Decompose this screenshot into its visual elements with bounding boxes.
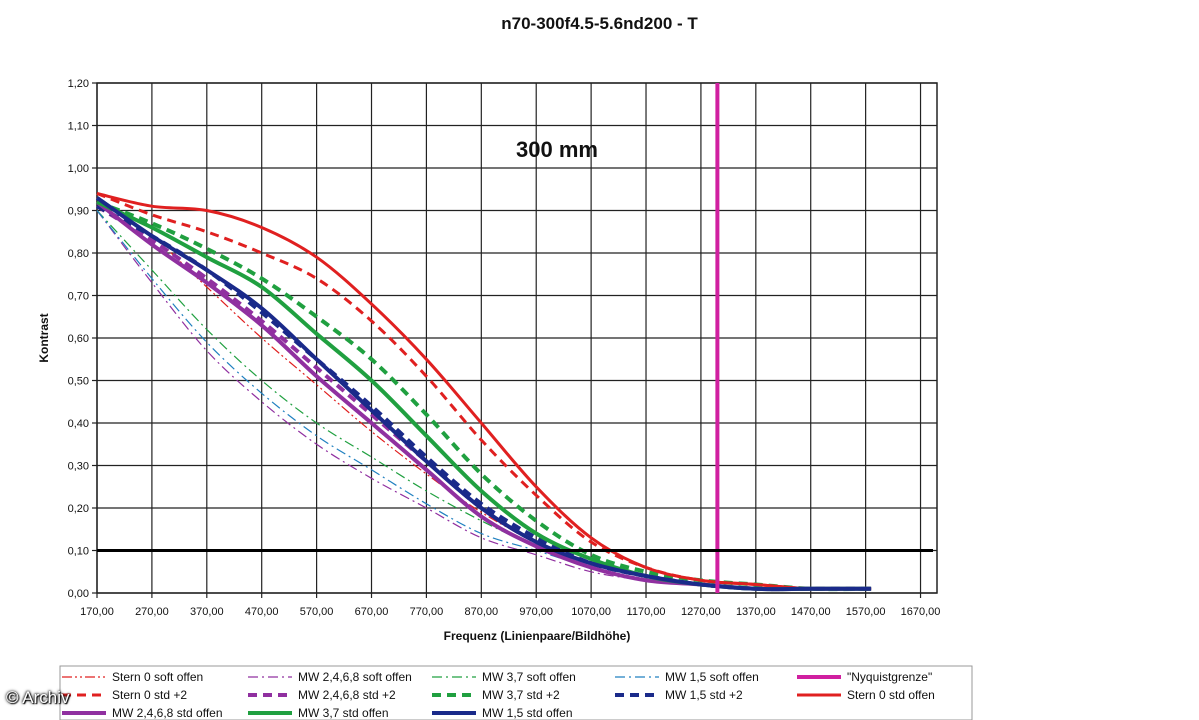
x-tick-label: 1070,00 (571, 606, 611, 618)
y-tick-label: 0,50 (68, 376, 89, 388)
focal-length-annotation: 300 mm (516, 137, 598, 162)
x-axis-label: Frequenz (Linienpaare/Bildhöhe) (444, 629, 631, 643)
x-tick-label: 1570,00 (846, 606, 886, 618)
legend-label-1: MW 2,4,6,8 soft offen (298, 670, 412, 684)
y-tick-label: 0,80 (68, 248, 89, 260)
x-tick-label: 770,00 (410, 606, 444, 618)
series-line-12 (95, 196, 872, 592)
x-tick-label: 1370,00 (736, 606, 776, 618)
legend-label-4: "Nyquistgrenze" (847, 670, 932, 684)
y-tick-label: 0,40 (68, 418, 89, 430)
archive-watermark: © Archiv (6, 688, 70, 707)
x-tick-label: 1270,00 (681, 606, 721, 618)
x-tick-label: 570,00 (300, 606, 334, 618)
legend-label-8: MW 1,5 std +2 (665, 688, 743, 702)
y-tick-label: 0,90 (68, 206, 89, 218)
x-tick-label: 1170,00 (627, 606, 666, 618)
y-axis-label: Kontrast (37, 313, 51, 362)
y-tick-label: 0,60 (68, 333, 89, 345)
legend-label-6: MW 2,4,6,8 std +2 (298, 688, 396, 702)
y-tick-label: 0,30 (68, 461, 89, 473)
y-tick-label: 0,70 (68, 291, 89, 303)
x-tick-label: 470,00 (245, 606, 279, 618)
y-tick-label: 1,20 (68, 78, 89, 90)
legend-label-11: MW 3,7 std offen (298, 706, 389, 720)
y-tick-label: 0,20 (68, 503, 89, 515)
chart-title: n70-300f4.5-5.6nd200 - T (501, 14, 698, 33)
legend-label-9: Stern 0 std offen (847, 688, 935, 702)
x-tick-label: 970,00 (519, 606, 553, 618)
y-tick-label: 1,10 (68, 121, 89, 133)
x-tick-label: 370,00 (190, 606, 224, 618)
series-line-9 (96, 192, 872, 591)
legend-label-2: MW 3,7 soft offen (482, 670, 576, 684)
legend-label-5: Stern 0 std +2 (112, 688, 187, 702)
legend-label-10: MW 2,4,6,8 std offen (112, 706, 223, 720)
legend-label-12: MW 1,5 std offen (482, 706, 573, 720)
x-tick-label: 870,00 (464, 606, 498, 618)
y-tick-label: 0,10 (68, 546, 89, 558)
x-tick-label: 670,00 (355, 606, 389, 618)
legend-label-3: MW 1,5 soft offen (665, 670, 759, 684)
legend-label-7: MW 3,7 std +2 (482, 688, 560, 702)
x-tick-label: 1670,00 (901, 606, 941, 618)
x-tick-label: 1470,00 (791, 606, 831, 618)
y-tick-label: 1,00 (68, 163, 89, 175)
y-tick-label: 0,00 (68, 588, 89, 600)
x-tick-label: 270,00 (135, 606, 169, 618)
legend-label-0: Stern 0 soft offen (112, 670, 203, 684)
x-tick-label: 170,00 (80, 606, 114, 618)
